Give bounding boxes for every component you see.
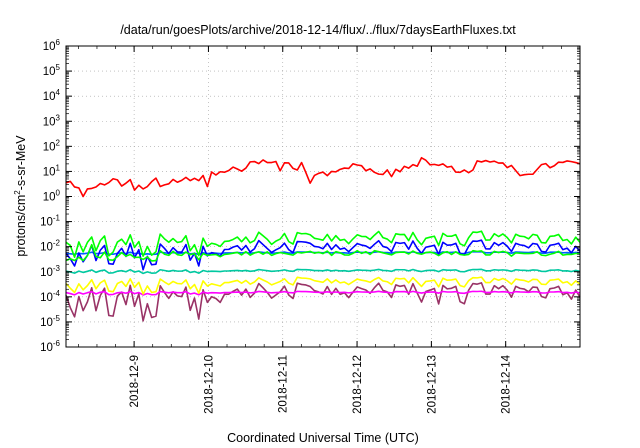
y-tick-exp: -4 bbox=[53, 289, 61, 298]
series-line-3 bbox=[65, 239, 581, 271]
y-tick-exp: 2 bbox=[56, 138, 61, 147]
series-line-6 bbox=[65, 276, 581, 295]
y-tick-label: 10-6 bbox=[40, 339, 60, 354]
y-tick-base: 10 bbox=[40, 342, 53, 354]
y-tick-base: 10 bbox=[43, 192, 56, 204]
y-tick-label: 103 bbox=[43, 113, 61, 128]
x-axis-label: Coordinated Universal Time (UTC) bbox=[227, 431, 419, 445]
y-tick-label: 10-5 bbox=[40, 314, 60, 329]
chart-title: /data/run/goesPlots/archive/2018-12-14/f… bbox=[120, 23, 516, 37]
y-tick-exp: -2 bbox=[53, 239, 61, 248]
y-axis-label-rest: -s-sr-MeV bbox=[14, 135, 28, 191]
y-axis-label-base: protons/cm bbox=[14, 195, 28, 257]
grid bbox=[66, 46, 580, 347]
y-tick-base: 10 bbox=[43, 41, 56, 53]
y-tick-base: 10 bbox=[43, 166, 56, 178]
x-tick-label: 2018-12-13 bbox=[426, 355, 438, 414]
y-tick-exp: -5 bbox=[53, 314, 61, 323]
y-tick-exp: 3 bbox=[56, 113, 61, 122]
y-tick-label: 106 bbox=[43, 38, 61, 53]
y-tick-label: 101 bbox=[43, 163, 61, 178]
y-axis: 10-610-510-410-310-210-11001011021031041… bbox=[40, 38, 580, 354]
series-line-0 bbox=[65, 156, 581, 198]
y-tick-exp: -1 bbox=[53, 214, 61, 223]
y-tick-label: 104 bbox=[43, 88, 61, 103]
series-line-1 bbox=[65, 243, 581, 262]
y-tick-exp: -6 bbox=[53, 339, 61, 348]
x-tick-label: 2018-12-14 bbox=[501, 354, 513, 413]
x-axis: 2018-12-9 2018-12-10 2018-12-11 2018-12-12 2… bbox=[78, 46, 581, 414]
y-tick-base: 10 bbox=[40, 292, 53, 304]
series-line-7 bbox=[65, 290, 581, 296]
y-axis-label: protons/cm2-s-sr-MeV bbox=[13, 135, 28, 257]
y-tick-base: 10 bbox=[40, 317, 53, 329]
y-tick-exp: 5 bbox=[56, 63, 61, 72]
y-tick-exp: 1 bbox=[56, 163, 61, 172]
x-tick-label: 2018-12-11 bbox=[278, 355, 290, 413]
y-tick-exp: 4 bbox=[56, 88, 61, 97]
y-tick-base: 10 bbox=[40, 242, 53, 254]
series-line-8 bbox=[65, 282, 581, 322]
x-tick-label: 2018-12-12 bbox=[352, 355, 364, 414]
series-group bbox=[65, 156, 581, 322]
y-tick-base: 10 bbox=[40, 217, 53, 229]
y-tick-base: 10 bbox=[43, 116, 56, 128]
series-line-2 bbox=[65, 230, 581, 259]
y-tick-exp: -3 bbox=[53, 264, 61, 273]
x-tick-label: 2018-12-10 bbox=[203, 355, 215, 414]
y-tick-label: 10-1 bbox=[40, 214, 60, 229]
y-tick-label: 102 bbox=[43, 138, 61, 153]
y-tick-base: 10 bbox=[43, 91, 56, 103]
y-tick-label: 10-2 bbox=[40, 239, 60, 254]
y-tick-label: 10-3 bbox=[40, 264, 60, 279]
y-tick-label: 10-4 bbox=[40, 289, 60, 304]
y-tick-label: 105 bbox=[43, 63, 61, 78]
y-tick-exp: 6 bbox=[56, 38, 61, 47]
y-tick-base: 10 bbox=[43, 141, 56, 153]
x-tick-label: 2018-12-9 bbox=[129, 355, 141, 407]
y-tick-label: 100 bbox=[43, 189, 61, 204]
y-tick-base: 10 bbox=[43, 66, 56, 78]
y-tick-base: 10 bbox=[40, 267, 53, 279]
y-tick-exp: 0 bbox=[56, 189, 61, 198]
y-axis-label-sup: 2 bbox=[13, 190, 22, 195]
series-line-5 bbox=[65, 268, 581, 275]
